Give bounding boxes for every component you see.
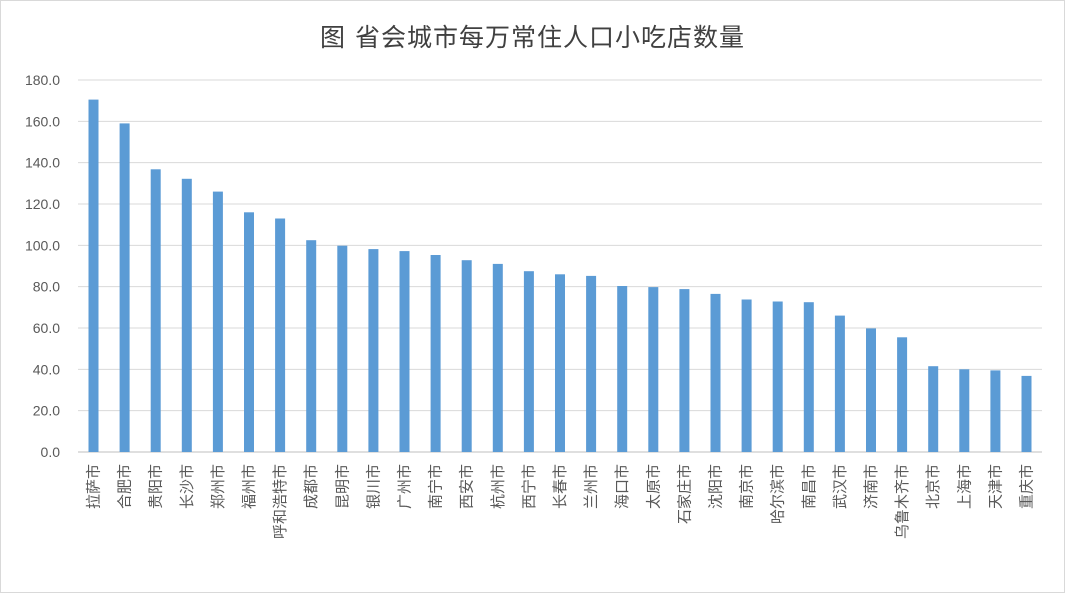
x-tick-label: 乌鲁木齐市 [893,464,911,539]
x-tick-label: 成都市 [302,464,320,509]
bar [119,123,130,453]
bar [555,274,565,452]
x-tick-label: 上海市 [955,464,973,509]
bar [710,293,721,452]
x-tick-label: 昆明市 [333,464,351,509]
bar [523,271,534,452]
y-tick-label: 100.0 [25,237,60,253]
bar [150,169,161,453]
x-tick-label: 福州市 [240,464,258,509]
bars [88,99,1032,453]
x-tick-label: 天津市 [986,464,1004,509]
bar [181,178,192,453]
y-tick-label: 180.0 [25,72,60,88]
x-tick-label: 西宁市 [520,464,538,509]
bar [337,245,348,452]
bar [834,315,845,452]
x-tick-label: 银川市 [364,464,382,509]
bar [928,366,939,452]
x-tick-label: 广州市 [396,464,414,509]
x-tick-label: 呼和浩特市 [271,464,289,539]
bar [679,289,690,452]
bar [803,302,814,452]
bar [399,251,410,452]
y-tick-label: 120.0 [25,196,60,212]
x-axis-labels: 拉萨市 合肥市 贵阳市 长沙市 郑州市 福州市 呼和浩特市 成都市 昆明市 银川市 广州市 南宁市 西安… [85,464,1036,539]
bar [586,275,597,452]
x-tick-label: 南京市 [738,464,756,509]
y-tick-label: 40.0 [33,361,60,377]
bar [772,301,783,452]
bar [1021,375,1032,452]
y-tick-label: 160.0 [25,113,60,129]
bar [212,191,223,452]
x-tick-label: 济南市 [862,464,880,509]
x-tick-label: 杭州市 [489,464,507,509]
y-tick-label: 140.0 [25,155,60,171]
y-tick-label: 80.0 [33,279,60,295]
bar [306,240,317,452]
y-tick-label: 60.0 [33,320,60,336]
bar [990,370,1001,452]
x-tick-label: 长春市 [551,464,569,509]
x-tick-label: 重庆市 [1018,464,1036,509]
chart-title: 图 省会城市每万常住人口小吃店数量 [320,23,745,52]
x-tick-label: 长沙市 [178,464,196,509]
x-tick-label: 合肥市 [116,464,134,509]
bar [866,328,876,452]
bar [461,260,472,452]
y-tick-label: 0.0 [41,444,61,460]
x-tick-label: 兰州市 [582,464,600,509]
x-tick-label: 贵阳市 [147,464,165,509]
bar [368,249,379,452]
x-tick-label: 太原市 [644,464,662,509]
bar [492,263,503,452]
x-tick-label: 沈阳市 [707,464,725,509]
bar [275,218,286,452]
y-axis-ticks: 0.0 20.0 40.0 60.0 80.0 100.0 120.0 140.0 160.0 1… [25,72,60,460]
bar [244,212,254,452]
x-tick-label: 哈尔滨市 [769,464,787,524]
x-tick-label: 拉萨市 [85,464,103,509]
bar [648,287,659,452]
x-tick-label: 西安市 [458,464,476,509]
x-tick-label: 海口市 [613,464,631,509]
x-tick-label: 北京市 [924,464,942,509]
bar [741,299,752,452]
bar [88,99,99,452]
x-tick-label: 石家庄市 [675,464,693,524]
x-tick-label: 武汉市 [831,464,849,509]
x-tick-label: 南宁市 [427,464,445,509]
bar [959,369,970,452]
bar [430,255,441,452]
bar [617,286,628,452]
x-tick-label: 郑州市 [209,464,227,509]
y-tick-label: 20.0 [33,403,60,419]
x-tick-label: 南昌市 [800,464,818,509]
bar [897,337,908,452]
